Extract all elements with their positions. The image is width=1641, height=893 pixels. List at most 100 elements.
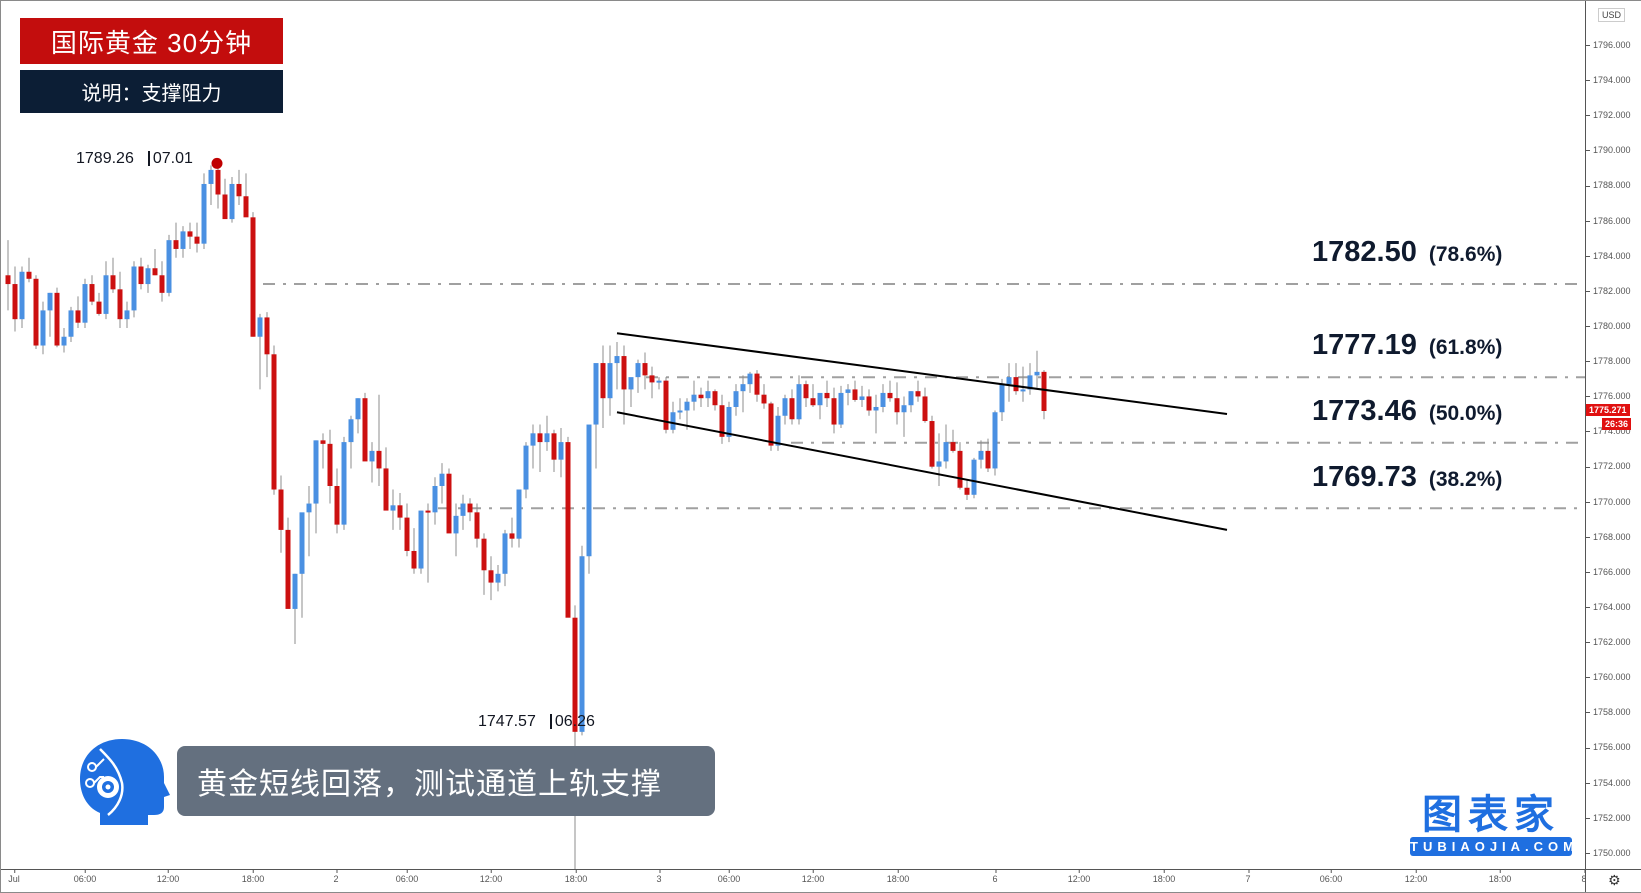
candle-up	[229, 183, 235, 220]
time-tick-label: 12:00	[1404, 869, 1428, 884]
price-tick-label: 1778.000	[1586, 356, 1631, 366]
candle-down	[75, 310, 81, 323]
time-axis[interactable]: Jul 06:00 12:00 18:00 2 06:00 12:00 18:00 3 06:00…	[1, 869, 1587, 892]
price-tick-label: 1752.000	[1586, 813, 1631, 823]
candle-down	[117, 289, 123, 320]
candle-up	[145, 268, 151, 285]
candle-down	[278, 489, 284, 530]
candle-up	[418, 510, 424, 569]
candle-up	[61, 336, 67, 346]
high-date: 07.01	[152, 150, 193, 167]
time-tick-label: 18:00	[241, 869, 265, 884]
candle-down	[712, 391, 718, 406]
candle-down	[922, 396, 928, 422]
time-tick-label: 8	[1581, 869, 1587, 884]
fib-label-786: 1782.50 (78.6%)	[1312, 236, 1502, 269]
candle-down	[467, 503, 473, 513]
price-tick-label: 1782.000	[1586, 286, 1631, 296]
candle-up	[558, 442, 564, 460]
bar-countdown-label: 26:36	[1602, 418, 1632, 430]
fib-percent: (61.8%)	[1428, 336, 1503, 359]
candle-up	[992, 412, 998, 469]
high-annotation: 1789.26 07.01	[76, 150, 193, 168]
candle-up	[502, 533, 508, 574]
price-tick-label: 1786.000	[1586, 216, 1631, 226]
candle-up	[677, 410, 683, 413]
candle-up	[936, 461, 942, 467]
time-tick-label: 12:00	[801, 869, 825, 884]
price-tick-label: 1790.000	[1586, 145, 1631, 155]
time-tick-label: 12:00	[479, 869, 503, 884]
candle-down	[572, 617, 578, 732]
candle-up	[166, 240, 172, 293]
candle-down	[243, 196, 249, 218]
candle-up	[432, 486, 438, 513]
price-tick-label: 1792.000	[1586, 110, 1631, 120]
candlestick-chart[interactable]	[1, 1, 1586, 893]
price-tick-label: 1762.000	[1586, 637, 1631, 647]
price-tick-label: 1758.000	[1586, 707, 1631, 717]
candle-down	[866, 396, 872, 411]
candle-down	[376, 450, 382, 469]
candle-down	[5, 275, 11, 285]
candle-up	[544, 433, 550, 443]
candle-down	[789, 398, 795, 420]
candle-up	[348, 419, 354, 443]
candle-up	[999, 384, 1005, 413]
candle-up	[19, 271, 25, 320]
price-tick-label: 1796.000	[1586, 40, 1631, 50]
candle-up	[292, 573, 298, 609]
candle-up	[1034, 371, 1040, 376]
gear-icon[interactable]: ⚙	[1608, 872, 1621, 888]
time-tick-label: 6	[992, 869, 998, 884]
candle-up	[838, 392, 844, 425]
candle-up	[453, 515, 459, 534]
chart-settings-corner[interactable]: ⚙	[1585, 869, 1641, 892]
separator-icon	[549, 714, 552, 730]
candle-down	[649, 375, 655, 383]
candle-down	[397, 505, 403, 518]
candle-up	[439, 473, 445, 486]
brand-watermark: 图表家 TUBIAOJIA.COM	[1410, 793, 1574, 859]
candle-up	[880, 392, 886, 407]
high-price: 1789.26	[76, 150, 134, 167]
candle-down	[985, 450, 991, 469]
candle-up	[460, 503, 466, 516]
candle-up	[705, 391, 711, 399]
candle-down	[565, 442, 571, 618]
time-tick-label: 18:00	[1488, 869, 1512, 884]
price-axis[interactable]: USD 1796.000 1794.000 1792.000 1790.000 1788…	[1585, 1, 1641, 869]
candle-down	[404, 517, 410, 551]
candle-down	[173, 240, 179, 249]
candle-up	[579, 556, 585, 732]
candle-down	[803, 384, 809, 399]
candle-down	[411, 550, 417, 569]
candle-down	[957, 450, 963, 488]
chart-subtitle: 说明：支撑阻力	[20, 70, 283, 113]
price-tick-label: 1774.000	[1586, 426, 1631, 436]
plot-area[interactable]	[1, 1, 1586, 893]
price-tick-label: 1770.000	[1586, 497, 1631, 507]
candle-up	[859, 396, 865, 400]
candle-up	[82, 284, 88, 323]
candle-down	[33, 278, 39, 346]
price-tick-label: 1750.000	[1586, 848, 1631, 858]
candle-down	[362, 398, 368, 462]
candle-up	[901, 405, 907, 413]
candle-down	[26, 271, 32, 279]
price-tick-label: 1756.000	[1586, 742, 1631, 752]
candle-up	[817, 392, 823, 406]
candle-down	[754, 373, 760, 395]
candle-up	[796, 384, 802, 420]
candle-up	[369, 450, 375, 462]
fib-percent: (78.6%)	[1428, 243, 1503, 266]
candle-up	[257, 317, 263, 337]
candle-up	[68, 310, 74, 337]
candle-up	[586, 424, 592, 557]
candle-down	[285, 529, 291, 609]
candle-up	[670, 412, 676, 430]
candle-down	[768, 403, 774, 446]
currency-badge[interactable]: USD	[1598, 8, 1626, 22]
candle-up	[180, 231, 186, 249]
candle-down	[481, 538, 487, 571]
